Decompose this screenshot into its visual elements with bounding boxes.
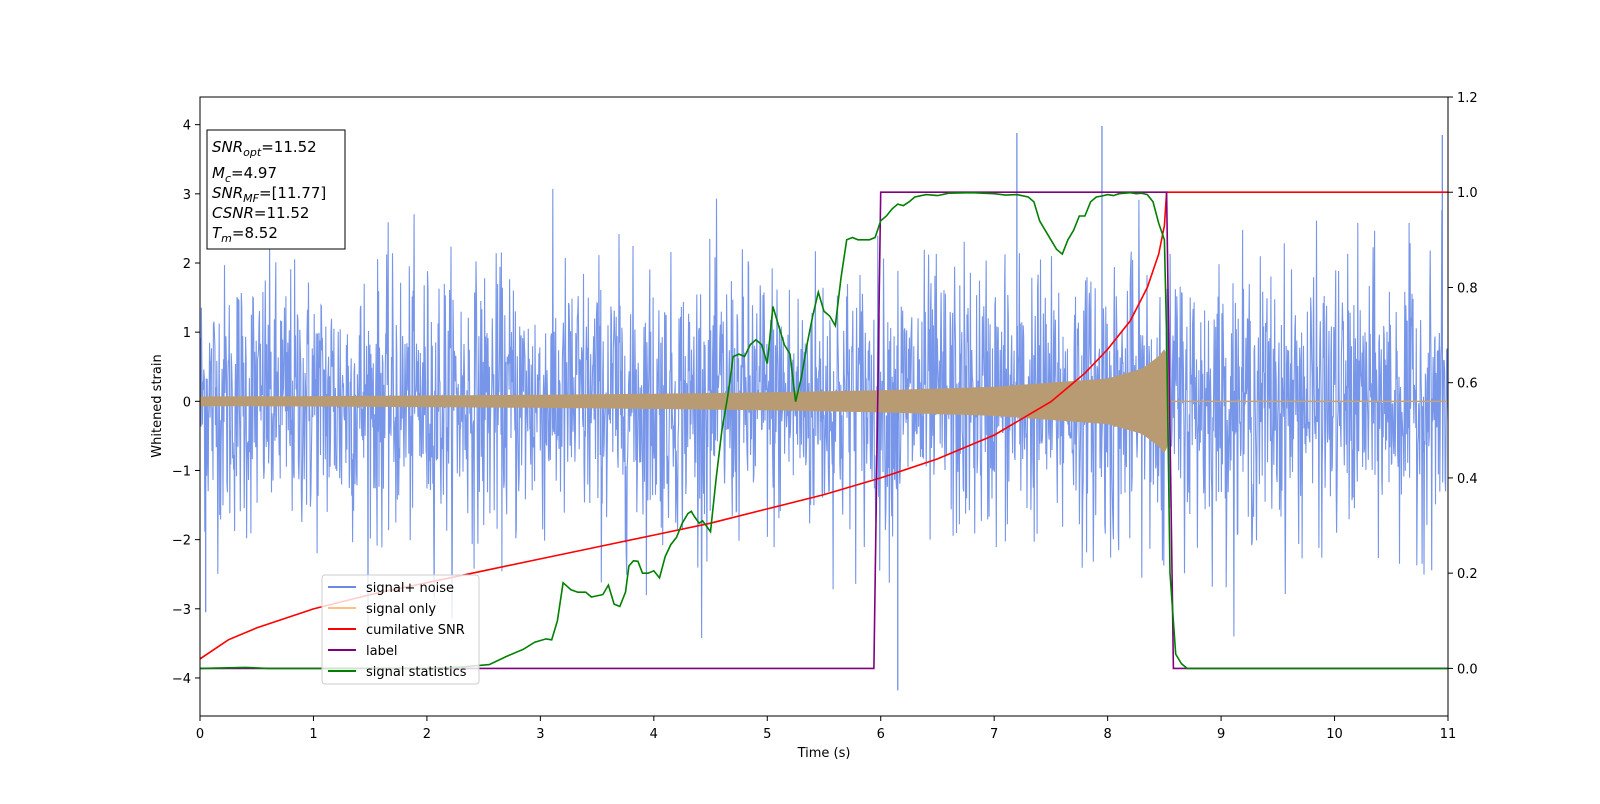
y-right-tick-label: 0.0 [1457, 662, 1478, 677]
series-signal-only [200, 349, 1448, 454]
legend: signal+ noise signal only cumilative SNR la… [321, 574, 480, 685]
info-csnr: CSNR=11.52 [212, 204, 309, 222]
y-left-tick-label: 1 [183, 326, 191, 341]
x-tick-label: 11 [1440, 727, 1457, 742]
x-tick-label: 8 [1103, 727, 1111, 742]
x-tick-label: 7 [990, 727, 998, 742]
y-right-tick-label: 0.6 [1457, 377, 1478, 392]
y-left-tick-label: −1 [172, 464, 191, 479]
y-right-tick-label: 0.8 [1457, 281, 1478, 296]
info-tm: Tm=8.52 [212, 224, 278, 245]
y-left-tick-label: 4 [183, 119, 191, 134]
y-right-tick-label: 1.0 [1457, 186, 1478, 201]
x-tick-label: 2 [423, 727, 431, 742]
info-box-frame [206, 129, 346, 250]
y-left-tick-label: 3 [183, 188, 191, 203]
info-mc: Mc=4.97 [212, 164, 277, 185]
y-left-tick-label: −4 [172, 672, 191, 687]
legend-label: signal only [366, 602, 436, 617]
y-axis-right: 0.0 0.2 0.4 0.6 0.8 1.0 1.2 [1448, 91, 1478, 677]
y-left-tick-label: 2 [183, 257, 191, 272]
x-tick-label: 1 [309, 727, 317, 742]
legend-frame [321, 574, 480, 685]
legend-label: cumilative SNR [366, 623, 465, 638]
y-right-tick-label: 1.2 [1457, 91, 1478, 106]
x-tick-label: 5 [763, 727, 771, 742]
x-tick-label: 10 [1326, 727, 1343, 742]
x-tick-label: 0 [196, 727, 204, 742]
legend-label: label [366, 644, 397, 659]
plot-frame [199, 96, 1449, 717]
y-axis-left: −4 −3 −2 −1 0 1 2 3 4 [172, 119, 200, 687]
y-left-tick-label: −2 [172, 534, 191, 549]
x-tick-label: 9 [1217, 727, 1225, 742]
y-left-tick-label: −3 [172, 603, 191, 618]
x-axis-label: Time (s) [797, 746, 851, 761]
legend-label: signal statistics [366, 665, 467, 680]
info-box: SNRopt=11.52 Mc=4.97 SNRMF=[11.77] CSNR=… [206, 129, 346, 250]
y-left-tick-label: 0 [183, 395, 191, 410]
info-snr-opt: SNRopt=11.52 [212, 138, 317, 159]
y-right-tick-label: 0.4 [1457, 472, 1478, 487]
series-signal-statistics [200, 191, 1448, 670]
y-right-tick-label: 0.2 [1457, 567, 1478, 582]
x-tick-label: 4 [650, 727, 658, 742]
x-axis: 0 1 2 3 4 5 6 7 8 9 10 11 [196, 716, 1456, 742]
legend-label: signal+ noise [366, 581, 454, 596]
info-snr-mf: SNRMF=[11.77] [212, 184, 326, 205]
x-tick-label: 6 [877, 727, 885, 742]
series-signal-plus-noise [200, 188, 1448, 639]
y-axis-label: Whitened strain [150, 354, 165, 457]
x-tick-label: 3 [536, 727, 544, 742]
